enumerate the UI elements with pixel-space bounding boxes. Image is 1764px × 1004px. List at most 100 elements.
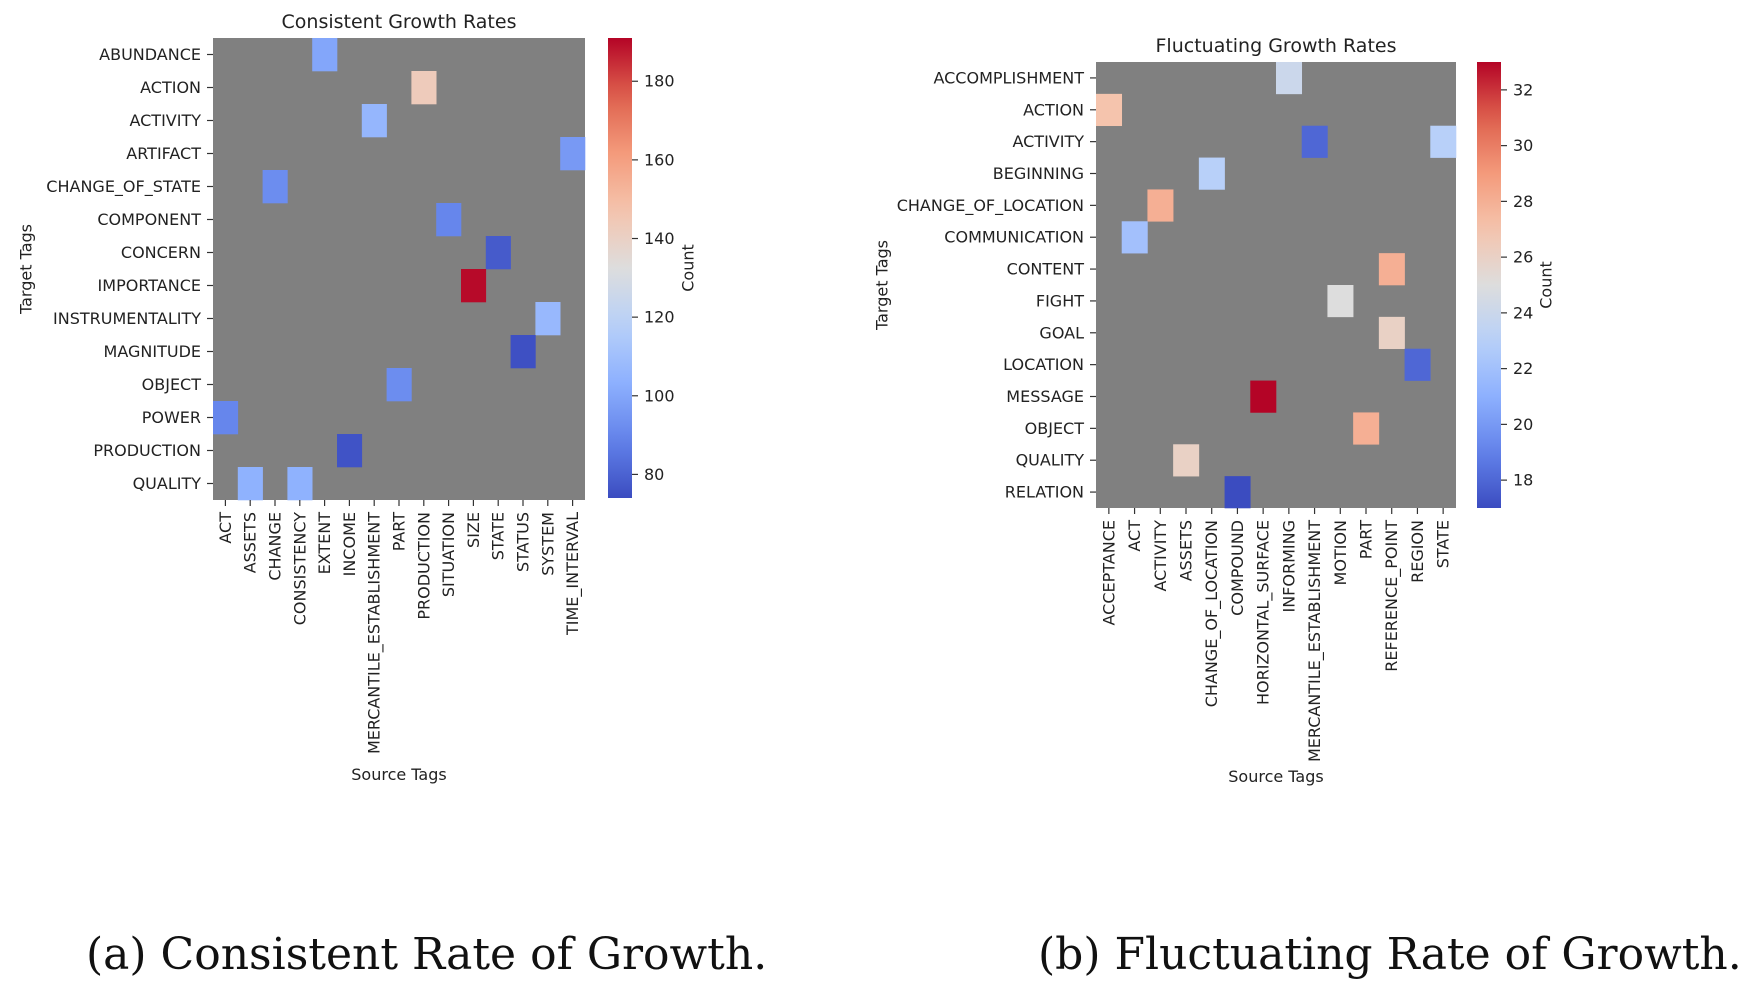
y-axis-label: Target Tags	[17, 224, 36, 315]
x-tick-label-time-interval: TIME_INTERVAL	[563, 512, 583, 636]
y-tick-label-object: OBJECT	[142, 375, 202, 394]
y-tick-label-beginning: BEGINNING	[993, 164, 1084, 183]
heatmap-cell-instrumentality-system	[535, 302, 561, 336]
x-tick-label-situation: SITUATION	[439, 512, 458, 597]
heatmap-cell-message-horizontal-surface	[1250, 380, 1277, 413]
colorbar-tick-label: 24	[1513, 303, 1533, 322]
figure-caption-b: (b) Fluctuating Rate of Growth.	[1038, 929, 1742, 980]
y-tick-label-location: LOCATION	[1003, 355, 1084, 374]
y-tick-label-importance: IMPORTANCE	[98, 276, 201, 295]
heatmap-cell-quality-assets	[237, 467, 263, 501]
heatmap-cell-magnitude-status	[510, 335, 536, 369]
y-tick-label-activity: ACTIVITY	[129, 111, 201, 130]
heatmap-plot-area	[213, 38, 585, 500]
colorbar	[608, 38, 632, 498]
y-tick-label-concern: CONCERN	[121, 243, 201, 262]
heatmap-panel-consistent: Consistent Growth Rates ABUNDANCE ACTION AC…	[0, 0, 860, 920]
colorbar-tick-label: 160	[644, 150, 675, 169]
x-tick-label-size: SIZE	[464, 512, 483, 548]
heatmap-cell-relation-compound	[1224, 476, 1251, 509]
y-tick-label-message: MESSAGE	[1006, 387, 1084, 406]
x-tick-label-compound: COMPOUND	[1228, 520, 1247, 616]
x-tick-label-income: INCOME	[340, 512, 359, 576]
x-tick-label-production: PRODUCTION	[414, 512, 433, 620]
x-tick-label-mercantile-establishment: MERCANTILE_ESTABLISHMENT	[365, 512, 385, 754]
y-tick-label-quality: QUALITY	[1016, 451, 1085, 470]
x-tick-label-activity: ACTIVITY	[1151, 520, 1170, 592]
heatmap-cell-concern-state	[485, 236, 511, 270]
x-tick-label-state: STATE	[489, 512, 508, 560]
x-tick-label-change: CHANGE	[266, 512, 285, 581]
x-tick-label-horizontal-surface: HORIZONTAL_SURFACE	[1254, 520, 1274, 705]
y-tick-label-relation: RELATION	[1005, 483, 1084, 502]
colorbar-tick-label: 26	[1513, 248, 1533, 267]
heatmap-cell-component-situation	[436, 203, 462, 237]
y-tick-label-power: POWER	[142, 408, 201, 427]
x-tick-label-part: PART	[1357, 520, 1376, 560]
chart-title: Consistent Growth Rates	[282, 11, 517, 33]
heatmap-cell-activity-mercantile-establishment	[361, 104, 387, 138]
x-tick-label-informing: INFORMING	[1279, 520, 1298, 613]
y-axis-label: Target Tags	[873, 240, 892, 331]
x-tick-label-extent: EXTENT	[315, 512, 334, 575]
colorbar-tick-label: 30	[1513, 136, 1533, 155]
colorbar-tick-label: 32	[1513, 80, 1533, 99]
y-tick-label-change-of-state: CHANGE_OF_STATE	[46, 177, 201, 197]
x-tick-label-region: REGION	[1408, 520, 1427, 583]
colorbar-tick-label: 18	[1513, 471, 1533, 490]
colorbar-tick-label: 120	[644, 308, 675, 327]
y-tick-label-activity: ACTIVITY	[1012, 132, 1084, 151]
y-tick-label-instrumentality: INSTRUMENTALITY	[53, 309, 201, 328]
y-tick-label-accomplishment: ACCOMPLISHMENT	[933, 68, 1084, 87]
y-tick-label-component: COMPONENT	[97, 210, 201, 229]
heatmap-fluctuating: Fluctuating Growth Rates ACCOMPLISHMENT AC…	[873, 35, 1556, 786]
y-tick-label-quality: QUALITY	[133, 474, 202, 493]
heatmap-cell-content-reference-point	[1378, 253, 1405, 286]
y-tick-label-communication: COMMUNICATION	[944, 228, 1084, 247]
heatmap-cell-change-of-location-activity	[1147, 189, 1174, 222]
heatmap-cell-object-part	[386, 368, 412, 402]
x-axis-label: Source Tags	[1228, 767, 1323, 786]
x-tick-label-motion: MOTION	[1331, 520, 1350, 585]
colorbar	[1477, 62, 1501, 508]
heatmap-consistent: Consistent Growth Rates ABUNDANCE ACTION AC…	[17, 11, 698, 784]
y-tick-label-content: CONTENT	[1007, 260, 1085, 279]
heatmap-cell-change-of-state-change	[262, 170, 288, 204]
x-tick-label-reference-point: REFERENCE_POINT	[1382, 520, 1402, 672]
colorbar-tick-label: 100	[644, 386, 675, 405]
y-tick-label-abundance: ABUNDANCE	[99, 45, 201, 64]
x-tick-label-act: ACT	[1125, 520, 1144, 552]
colorbar-tick-label: 28	[1513, 192, 1533, 211]
heatmap-cell-power-act	[213, 401, 239, 435]
colorbar-label: Count	[679, 244, 698, 292]
heatmap-cell-fight-motion	[1327, 285, 1354, 318]
heatmap-cell-production-income	[337, 434, 363, 468]
heatmap-panel-fluctuating: Fluctuating Growth Rates ACCOMPLISHMENT AC…	[860, 0, 1764, 920]
heatmap-cell-importance-size	[461, 269, 487, 303]
y-tick-label-artifact: ARTIFACT	[126, 144, 201, 163]
x-tick-label-part: PART	[390, 512, 409, 552]
colorbar-tick-label: 140	[644, 229, 675, 248]
x-tick-label-assets: ASSETS	[1177, 520, 1196, 581]
x-tick-label-state: STATE	[1434, 520, 1453, 568]
heatmap-cell-beginning-change-of-location	[1198, 157, 1225, 190]
x-tick-label-change-of-location: CHANGE_OF_LOCATION	[1202, 520, 1222, 707]
heatmap-cell-goal-reference-point	[1378, 316, 1405, 350]
y-tick-label-change-of-location: CHANGE_OF_LOCATION	[897, 196, 1084, 216]
y-tick-label-production: PRODUCTION	[93, 441, 201, 460]
x-tick-label-mercantile-establishment: MERCANTILE_ESTABLISHMENT	[1305, 520, 1325, 762]
y-tick-label-action: ACTION	[140, 78, 201, 97]
colorbar-tick-label: 80	[644, 465, 664, 484]
x-tick-label-consistency: CONSISTENCY	[290, 512, 309, 626]
colorbar-label: Count	[1537, 261, 1556, 309]
heatmap-cell-artifact-time-interval	[560, 137, 586, 171]
colorbar-tick-label: 20	[1513, 415, 1533, 434]
heatmap-cell-activity-mercantile-establishment	[1301, 125, 1328, 158]
figure-caption-a: (a) Consistent Rate of Growth.	[86, 929, 768, 980]
y-tick-label-action: ACTION	[1023, 100, 1084, 119]
x-tick-label-act: ACT	[216, 512, 235, 544]
y-tick-label-object: OBJECT	[1025, 419, 1085, 438]
heatmap-cell-quality-assets	[1173, 444, 1200, 477]
x-tick-label-status: STATUS	[514, 512, 533, 572]
x-tick-label-acceptance: ACCEPTANCE	[1099, 520, 1118, 626]
